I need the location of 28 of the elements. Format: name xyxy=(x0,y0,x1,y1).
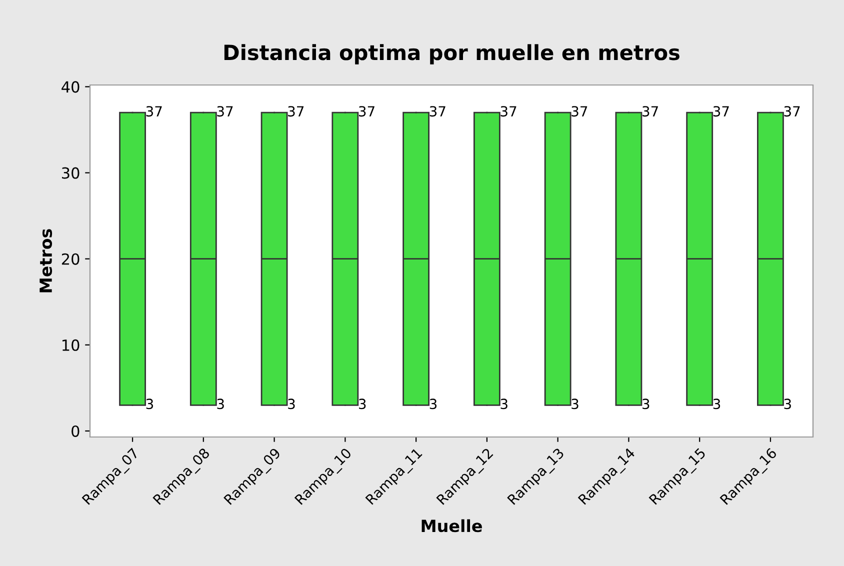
annotation: 37 xyxy=(146,106,162,117)
annotation: 3 xyxy=(358,398,366,410)
annotation: 37 xyxy=(358,106,374,117)
y-tick-label: 40 xyxy=(62,81,80,93)
annotation: 3 xyxy=(430,398,437,410)
annotation: 3 xyxy=(146,398,154,410)
chart-title: Distancia optima por muelle en metros xyxy=(224,44,680,64)
annotation: 37 xyxy=(288,106,304,117)
y-tick-label: 20 xyxy=(62,253,80,265)
y-tick-label: 10 xyxy=(62,339,80,351)
annotation: 3 xyxy=(217,398,224,410)
x-axis-title: Muelle xyxy=(422,519,482,532)
annotation: 37 xyxy=(430,106,446,117)
annotation: 3 xyxy=(642,398,650,410)
y-tick-label: 30 xyxy=(62,167,80,179)
annotation: 37 xyxy=(784,106,800,117)
annotation: 3 xyxy=(288,398,295,410)
annotation: 3 xyxy=(713,398,720,410)
annotation: 37 xyxy=(642,106,658,117)
annotation: 37 xyxy=(572,106,588,117)
annotation: 3 xyxy=(784,398,791,410)
y-axis-title: Metros xyxy=(40,229,52,292)
annotation: 37 xyxy=(217,106,233,117)
annotation: 37 xyxy=(500,106,516,117)
y-tick-label: 0 xyxy=(72,425,80,437)
annotation: 37 xyxy=(713,106,729,117)
annotation: 3 xyxy=(500,398,508,410)
annotation: 3 xyxy=(572,398,578,410)
